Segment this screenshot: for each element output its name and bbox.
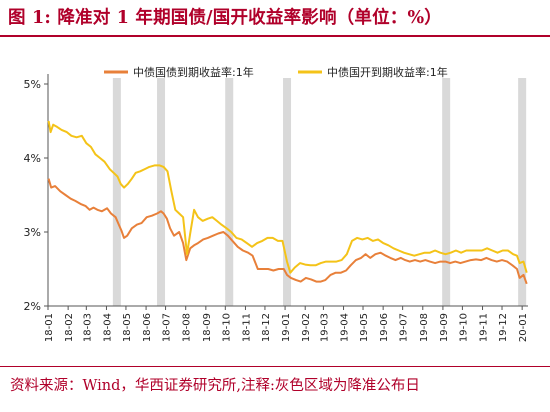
x-tick-label: 18-10 xyxy=(221,313,232,342)
x-tick-label: 18-02 xyxy=(64,313,75,342)
rrr-cut-band xyxy=(112,78,121,306)
x-tick-label: 19-02 xyxy=(301,313,312,342)
rrr-cut-band xyxy=(225,78,234,306)
legend-label: 中债国开到期收益率:1年 xyxy=(327,65,448,79)
x-tick-label: 19-06 xyxy=(379,313,390,342)
x-tick-label: 19-07 xyxy=(399,313,410,342)
series-line-guozhai xyxy=(47,178,528,285)
legend-label: 中债国债到期收益率:1年 xyxy=(133,65,254,79)
x-tick-label: 18-09 xyxy=(202,313,213,342)
x-tick-label: 18-12 xyxy=(261,313,272,342)
y-tick-label: 5% xyxy=(24,78,41,91)
x-tick-label: 19-11 xyxy=(479,313,490,342)
figure-title: 图 1: 降准对 1 年期国债/国开收益率影响（单位：%） xyxy=(8,8,443,28)
x-tick-label: 18-11 xyxy=(241,313,252,342)
rrr-cut-band xyxy=(283,78,292,306)
y-tick-label: 4% xyxy=(24,152,41,165)
x-tick-label: 18-04 xyxy=(102,313,113,342)
x-tick-label: 18-03 xyxy=(82,313,93,342)
series-line-guokai xyxy=(47,120,528,274)
title-divider xyxy=(0,35,550,37)
footer-divider xyxy=(0,366,550,367)
x-tick-label: 19-12 xyxy=(498,313,509,342)
x-tick-label: 19-04 xyxy=(340,313,351,342)
rrr-cut-band xyxy=(157,78,166,306)
x-tick-label: 20-01 xyxy=(518,313,529,342)
x-tick-label: 19-03 xyxy=(319,313,330,342)
source-note: 资料来源：Wind，华西证券研究所,注释:灰色区域为降准公布日 xyxy=(10,378,420,394)
y-tick-label: 2% xyxy=(24,300,41,313)
x-tick-label: 18-06 xyxy=(142,313,153,342)
x-tick-label: 19-08 xyxy=(419,313,430,342)
x-tick-label: 18-08 xyxy=(182,313,193,342)
rrr-cut-band xyxy=(518,78,527,306)
x-tick-label: 19-09 xyxy=(439,313,450,342)
x-tick-label: 18-01 xyxy=(44,313,55,342)
y-tick-label: 3% xyxy=(24,226,41,239)
x-tick-label: 19-10 xyxy=(458,313,469,342)
rrr-cut-band xyxy=(442,78,451,306)
x-tick-label: 18-05 xyxy=(122,313,133,342)
x-tick-label: 18-07 xyxy=(162,313,173,342)
x-tick-label: 19-01 xyxy=(281,313,292,342)
x-tick-label: 19-05 xyxy=(359,313,370,342)
